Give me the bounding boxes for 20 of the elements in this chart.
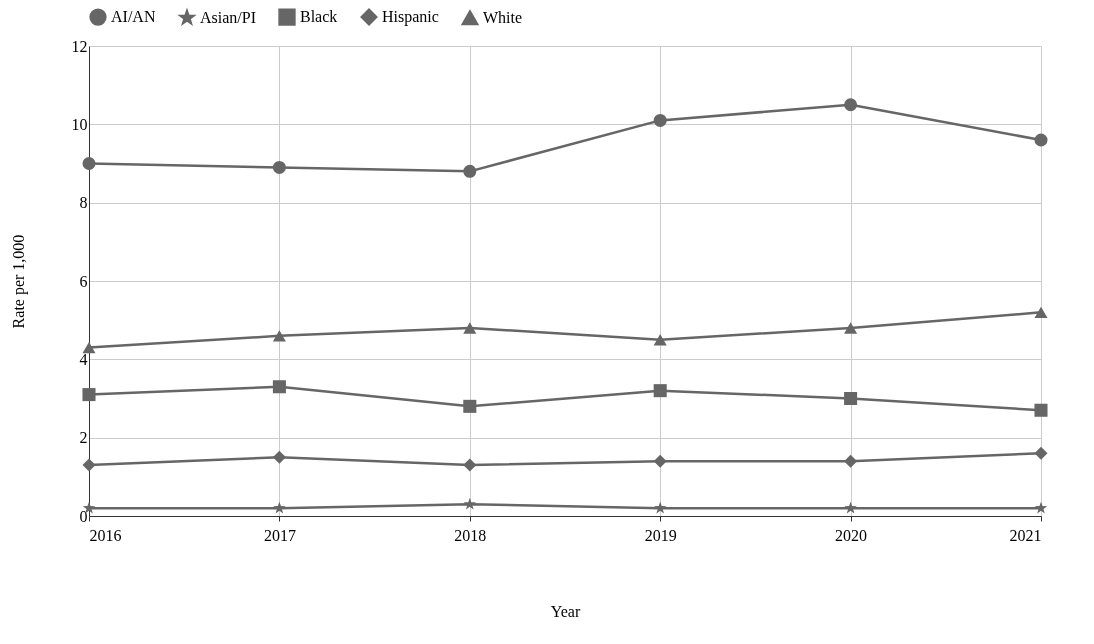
x-tick-label: 2016: [89, 526, 122, 544]
x-tick-label: 2018: [454, 526, 487, 544]
x-tick-label: 2021: [1009, 526, 1042, 544]
legend-label: Hispanic: [382, 8, 439, 27]
y-tick-label: 6: [79, 272, 88, 290]
legend-label: White: [483, 8, 523, 26]
y-tick-label: 2: [79, 429, 88, 447]
x-tick-label: 2020: [835, 526, 868, 544]
x-axis-title: Year: [550, 602, 581, 620]
y-tick-label: 0: [79, 507, 88, 525]
y-tick-label: 10: [71, 115, 88, 133]
legend-label: Asian/PI: [200, 8, 256, 26]
y-tick-label: 4: [79, 350, 88, 368]
y-tick-label: 8: [79, 194, 88, 212]
x-tick-label: 2019: [644, 526, 677, 544]
y-tick-label: 12: [71, 37, 88, 55]
legend-label: Black: [300, 8, 338, 26]
legend-label: AI/AN: [111, 8, 156, 26]
x-tick-label: 2017: [263, 526, 296, 544]
y-axis-title: Rate per 1,000: [9, 234, 28, 329]
